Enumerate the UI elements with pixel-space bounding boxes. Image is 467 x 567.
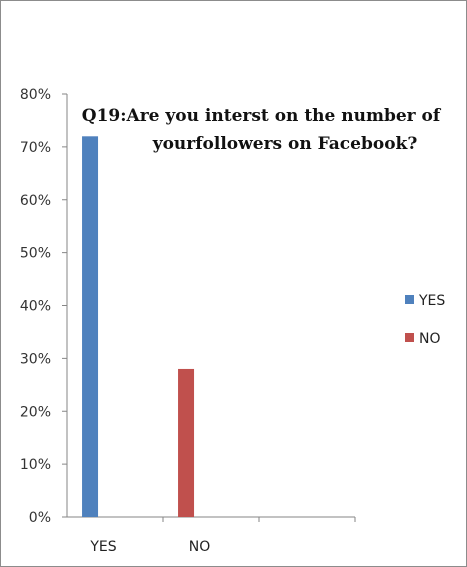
legend-swatch-yes — [405, 295, 414, 304]
y-tick-label: 50% — [20, 246, 51, 262]
bar-no — [178, 368, 195, 517]
bars — [82, 136, 195, 518]
axes — [66, 94, 355, 518]
y-tick-label: 80% — [20, 87, 51, 103]
x-axis-ticks: YES NO — [89, 517, 356, 555]
y-tick-label: 20% — [20, 404, 51, 420]
y-tick-label: 30% — [20, 351, 51, 367]
y-tick-label: 60% — [20, 193, 51, 209]
chart-title-line-2: yourfollowers on Facebook? — [152, 134, 418, 154]
legend: YES NO — [405, 293, 445, 347]
y-tick-label: 70% — [20, 140, 51, 156]
chart-title-line-1: Q19:Are you interst on the number of — [82, 106, 442, 126]
x-tick-label: YES — [89, 539, 116, 555]
y-tick-label: 40% — [20, 299, 51, 315]
x-tick-label: NO — [189, 539, 211, 555]
y-tick-label: 10% — [20, 457, 51, 473]
legend-label-yes: YES — [418, 293, 445, 309]
bar-yes — [82, 136, 99, 518]
legend-label-no: NO — [419, 331, 441, 347]
y-axis-ticks: 0% 10% 20% 30% 40% 50% 60% 70% 80% — [20, 87, 67, 526]
legend-swatch-no — [405, 333, 414, 342]
y-tick-label: 0% — [29, 510, 51, 526]
